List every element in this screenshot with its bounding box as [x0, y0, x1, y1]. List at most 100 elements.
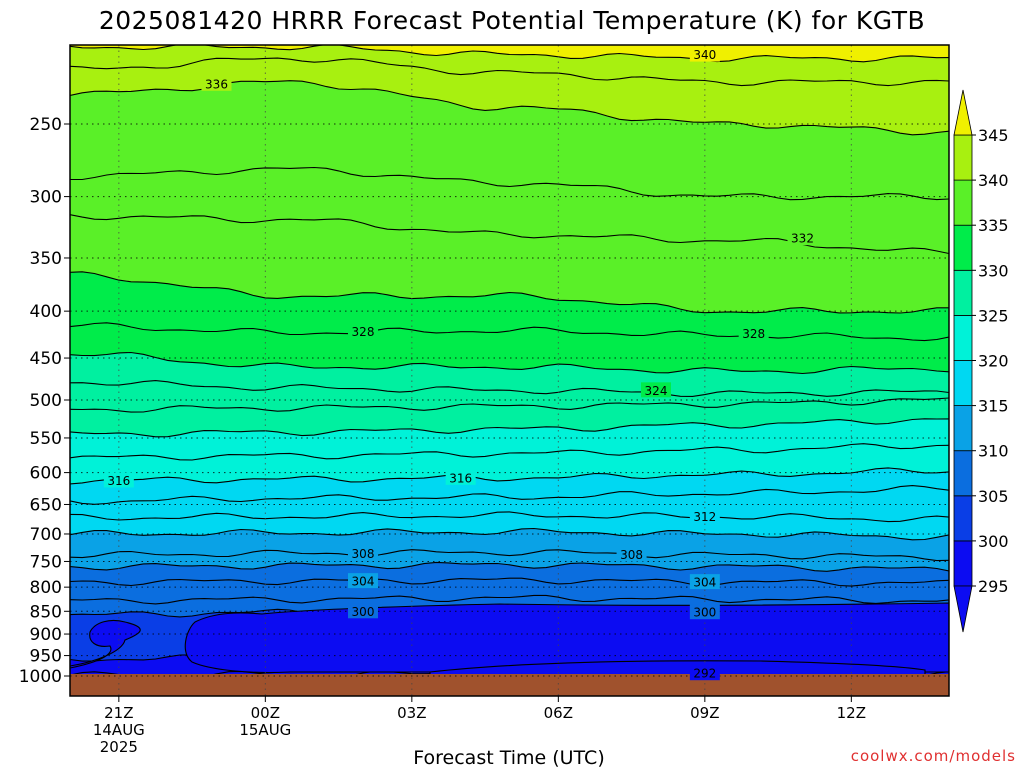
contour-labels: 292 300 300 304 304 308 308 312 316 316 324 328 328 3… — [103, 46, 818, 681]
x-axis-label: Forecast Time (UTC) — [413, 747, 604, 768]
y-tick-label: 450 — [30, 349, 62, 369]
contour-label: 304 — [352, 575, 375, 589]
isentrope-310 — [70, 527, 949, 541]
contour-label-bg — [201, 75, 232, 91]
colorbar-label: 325 — [978, 306, 1009, 325]
contour-label: 300 — [693, 606, 716, 620]
y-tick-label: 850 — [30, 602, 62, 622]
contour-label-bg — [445, 469, 476, 485]
contour-label-bg — [641, 382, 671, 398]
y-tick-label: 300 — [30, 188, 62, 208]
contour-label-bg — [689, 508, 720, 524]
isentrope-340 — [70, 45, 949, 63]
contour-label: 316 — [449, 471, 472, 485]
contour-label: 292 — [693, 667, 716, 681]
colorbar-band-295 — [953, 540, 973, 587]
y-tick-label: 600 — [30, 464, 62, 484]
isentrope-302 — [70, 594, 949, 605]
contour-label: 316 — [107, 474, 130, 488]
contour-label-bg — [689, 604, 720, 620]
colorbar-label: 305 — [978, 487, 1009, 506]
colorbar-band-315 — [953, 360, 973, 406]
x-tick-label: 15AUG — [239, 721, 291, 739]
isentrope-322 — [70, 397, 949, 413]
x-tick-label: 06Z — [544, 704, 573, 722]
colorbar: 295 300 305 310 315 320 325 330 335 340 345 — [953, 89, 1009, 633]
contour-label-bg — [348, 603, 378, 619]
contour-label-bg — [738, 325, 769, 341]
colorbar-label: 300 — [978, 532, 1009, 551]
isentrope-312 — [70, 511, 949, 523]
contour-label-bg — [348, 573, 378, 589]
y-tick-label: 350 — [30, 249, 62, 269]
isentrope-330 — [70, 271, 949, 314]
cold-pool-contour-main — [184, 602, 949, 674]
x-tick-label: 21Z — [104, 704, 133, 722]
cold-pool-contour-west — [70, 619, 141, 669]
credit-link[interactable]: coolwx.com/models — [851, 747, 1016, 765]
contour-label-bg — [103, 472, 134, 488]
contour-label: 300 — [352, 605, 375, 619]
y-tick-label: 900 — [30, 625, 62, 645]
contour-label: 340 — [693, 48, 716, 62]
isentrope-328 — [70, 322, 949, 342]
colorbar-label: 340 — [978, 171, 1009, 190]
contour-label: 324 — [645, 384, 668, 398]
y-tick-label: 550 — [30, 429, 62, 449]
colorbar-label: 295 — [978, 577, 1009, 596]
x-tick-label: 12Z — [837, 704, 866, 722]
colorbar-band-335 — [953, 179, 973, 226]
colorbar-band-340 — [953, 134, 973, 181]
x-tick-label: 14AUG — [93, 721, 145, 739]
contour-label-bg — [348, 323, 378, 339]
isentrope-324 — [70, 380, 949, 397]
contour-label: 304 — [693, 576, 716, 590]
isentrope-320 — [70, 418, 949, 438]
y-tick-label: 400 — [30, 302, 62, 322]
colorbar-band-330 — [953, 224, 973, 271]
contour-label: 308 — [352, 547, 375, 561]
y-tick-label: 750 — [30, 552, 62, 572]
colorbar-label: 345 — [978, 126, 1009, 145]
cold-pool-contour-292 — [429, 660, 926, 677]
dotted-grid — [70, 45, 949, 696]
x-tick-label: 09Z — [690, 704, 719, 722]
chart-title: 2025081420 HRRR Forecast Potential Tempe… — [99, 6, 925, 35]
pressure-axis: 250 300 350 400 450 500 550 600 650 700 750 800 850 9… — [19, 115, 70, 687]
contour-label: 308 — [620, 548, 643, 562]
isentrope-304 — [70, 577, 949, 587]
colorbar-extend-min — [953, 585, 973, 633]
colorbar-label: 315 — [978, 397, 1009, 416]
colorbar-label: 310 — [978, 442, 1009, 461]
contour-label-bg — [689, 665, 720, 681]
contour-label: 328 — [742, 327, 765, 341]
contour-label: 336 — [205, 77, 228, 91]
contour-label: 328 — [352, 325, 375, 339]
x-tick-label: 03Z — [397, 704, 426, 722]
colorbar-label: 330 — [978, 261, 1009, 280]
x-tick-label: 00Z — [251, 704, 280, 722]
colorbar-band-325 — [953, 269, 973, 316]
y-tick-label: 700 — [30, 525, 62, 545]
isentrope-326 — [70, 351, 949, 375]
y-tick-label: 650 — [30, 495, 62, 515]
isentrope-314 — [70, 485, 949, 505]
contour-label: 312 — [693, 510, 716, 524]
contour-label-bg — [689, 46, 720, 62]
contour-label-bg — [616, 546, 647, 562]
x-tick-label: 2025 — [100, 738, 138, 756]
colorbar-label: 335 — [978, 216, 1009, 235]
colorbar-band-305 — [953, 450, 973, 497]
isentrope-318 — [70, 443, 949, 461]
contour-label-bg — [689, 574, 720, 590]
y-tick-label: 250 — [30, 115, 62, 135]
colorbar-extend-max — [953, 89, 973, 136]
isentrope-316 — [70, 467, 949, 485]
isentrope-308 — [70, 549, 949, 562]
colorbar-band-310 — [953, 405, 973, 452]
contour-label: 332 — [791, 232, 814, 246]
plot-frame — [69, 44, 950, 697]
isentrope-334 — [70, 166, 949, 201]
